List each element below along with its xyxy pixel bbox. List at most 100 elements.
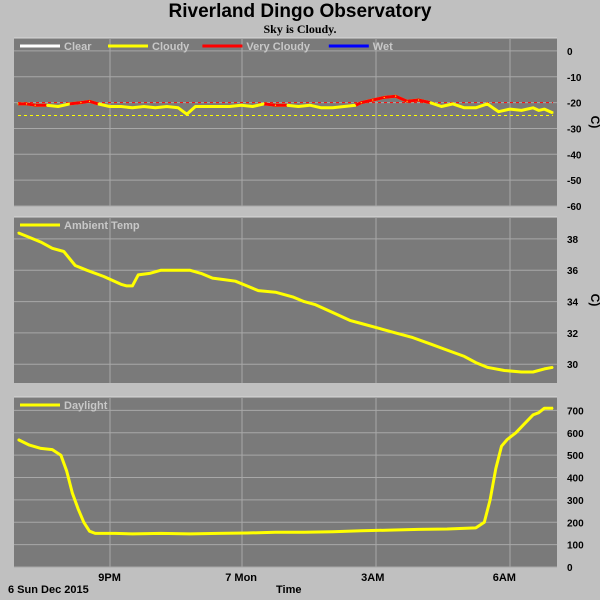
ambient-panel: [14, 217, 557, 383]
ambient-data-point: [463, 355, 465, 357]
xtick-label-0: 9PM: [98, 572, 121, 584]
daylight-ytick-label: 400: [567, 474, 584, 485]
daylight-data-point: [40, 447, 42, 450]
daylight-data-point: [28, 444, 31, 446]
daylight-ytick-label: 700: [567, 406, 584, 417]
sky-data-point: [177, 107, 179, 109]
sky-data-point: [263, 103, 265, 105]
sky-data-point: [498, 111, 500, 113]
sky-data-point: [320, 107, 322, 109]
ambient-data-point: [532, 371, 534, 373]
ambient-data-point: [303, 300, 305, 303]
sky-data-point: [520, 109, 523, 111]
sky-data-point: [417, 99, 420, 101]
ambient-data-point: [292, 296, 294, 298]
page-title: Riverland Dingo Observatory: [168, 1, 432, 22]
daylight-data-point: [88, 530, 91, 532]
sky-very-cloudy-segment: [18, 102, 47, 107]
sky-data-point: [88, 100, 91, 102]
daylight-data-point: [489, 499, 491, 501]
sky-very-cloudy-segment: [354, 94, 431, 107]
ambient-data-point: [28, 236, 31, 238]
sky-very-cloudy-segment: [69, 99, 99, 106]
sky-data-point: [251, 105, 254, 108]
ambient-data-point: [160, 269, 162, 271]
daylight-data-point: [332, 531, 334, 533]
ambient-series-line-0: [17, 231, 554, 374]
sky-legend-label-0: Clear: [64, 41, 92, 53]
sky-data-point: [538, 109, 540, 111]
ambient-data-point: [17, 232, 19, 234]
sky-ytick-label: -50: [567, 176, 582, 187]
daylight-ytick-label: 0: [567, 563, 573, 574]
ambient-data-point: [257, 290, 259, 292]
sky-data-point: [17, 103, 19, 105]
daylight-data-point: [446, 528, 448, 530]
daylight-ytick-label: 200: [567, 518, 584, 529]
daylight-data-point: [94, 532, 96, 535]
daylight-data-point: [131, 533, 134, 535]
ambient-data-point: [177, 269, 179, 271]
sky-ylabel: C): [588, 116, 600, 129]
ambient-ylabel: C): [588, 294, 600, 307]
sky-data-point: [46, 104, 48, 106]
sky-data-point: [332, 107, 334, 109]
daylight-panel: [14, 397, 557, 567]
daylight-data-point: [500, 445, 503, 447]
ambient-data-point: [360, 322, 362, 325]
ambient-data-point: [40, 241, 42, 243]
x-axis-label: Time: [276, 584, 302, 596]
ambient-data-point: [377, 327, 380, 329]
date-label: 6 Sun Dec 2015: [8, 584, 89, 596]
daylight-data-point: [66, 470, 68, 472]
sky-data-point: [440, 105, 443, 108]
sky-data-point: [309, 104, 311, 106]
ambient-data-point: [314, 304, 317, 306]
sky-data-point: [274, 104, 277, 106]
daylight-data-point: [83, 521, 85, 523]
ambient-data-point: [131, 285, 134, 287]
sky-data-point: [131, 107, 134, 109]
daylight-data-point: [389, 529, 391, 531]
daylight-data-point: [160, 532, 162, 535]
sky-data-point: [206, 105, 208, 108]
daylight-ytick-label: 300: [567, 496, 584, 507]
xtick-label-1: 7 Mon: [225, 572, 257, 584]
sky-data-point: [240, 104, 242, 106]
ambient-data-point: [103, 275, 105, 278]
sky-data-point: [343, 105, 345, 108]
sky-data-point: [406, 100, 408, 102]
sky-data-point: [80, 102, 82, 104]
sky-status: Sky is Cloudy.: [263, 22, 337, 36]
sky-data-point: [543, 108, 546, 110]
sky-data-point: [463, 107, 465, 109]
ambient-data-point: [246, 285, 248, 287]
sky-data-point: [486, 103, 488, 105]
daylight-data-point: [475, 527, 477, 529]
ambient-data-point: [446, 349, 448, 351]
sky-ytick-label: -30: [567, 124, 582, 135]
sky-data-point: [360, 102, 362, 104]
daylight-data-point: [103, 532, 105, 535]
daylight-data-point: [495, 467, 497, 470]
daylight-data-point: [217, 532, 219, 535]
sky-data-point: [166, 105, 168, 108]
daylight-data-point: [506, 438, 508, 441]
sky-data-point: [194, 105, 196, 108]
ambient-data-point: [412, 336, 414, 339]
ambient-data-point: [200, 272, 202, 274]
daylight-data-point: [543, 407, 546, 409]
ambient-data-point: [149, 272, 151, 274]
daylight-ytick-label: 500: [567, 451, 584, 462]
sky-data-point: [120, 105, 122, 108]
sky-data-point: [186, 113, 188, 115]
sky-data-point: [552, 112, 554, 114]
ambient-data-point: [429, 343, 431, 345]
ambient-data-point: [120, 283, 122, 285]
sky-data-point: [532, 107, 534, 109]
sky-data-point: [429, 102, 431, 104]
daylight-data-point: [483, 521, 485, 523]
daylight-legend-label-0: Daylight: [64, 400, 108, 412]
daylight-data-point: [246, 532, 248, 534]
sky-ytick-label: 0: [567, 47, 573, 58]
